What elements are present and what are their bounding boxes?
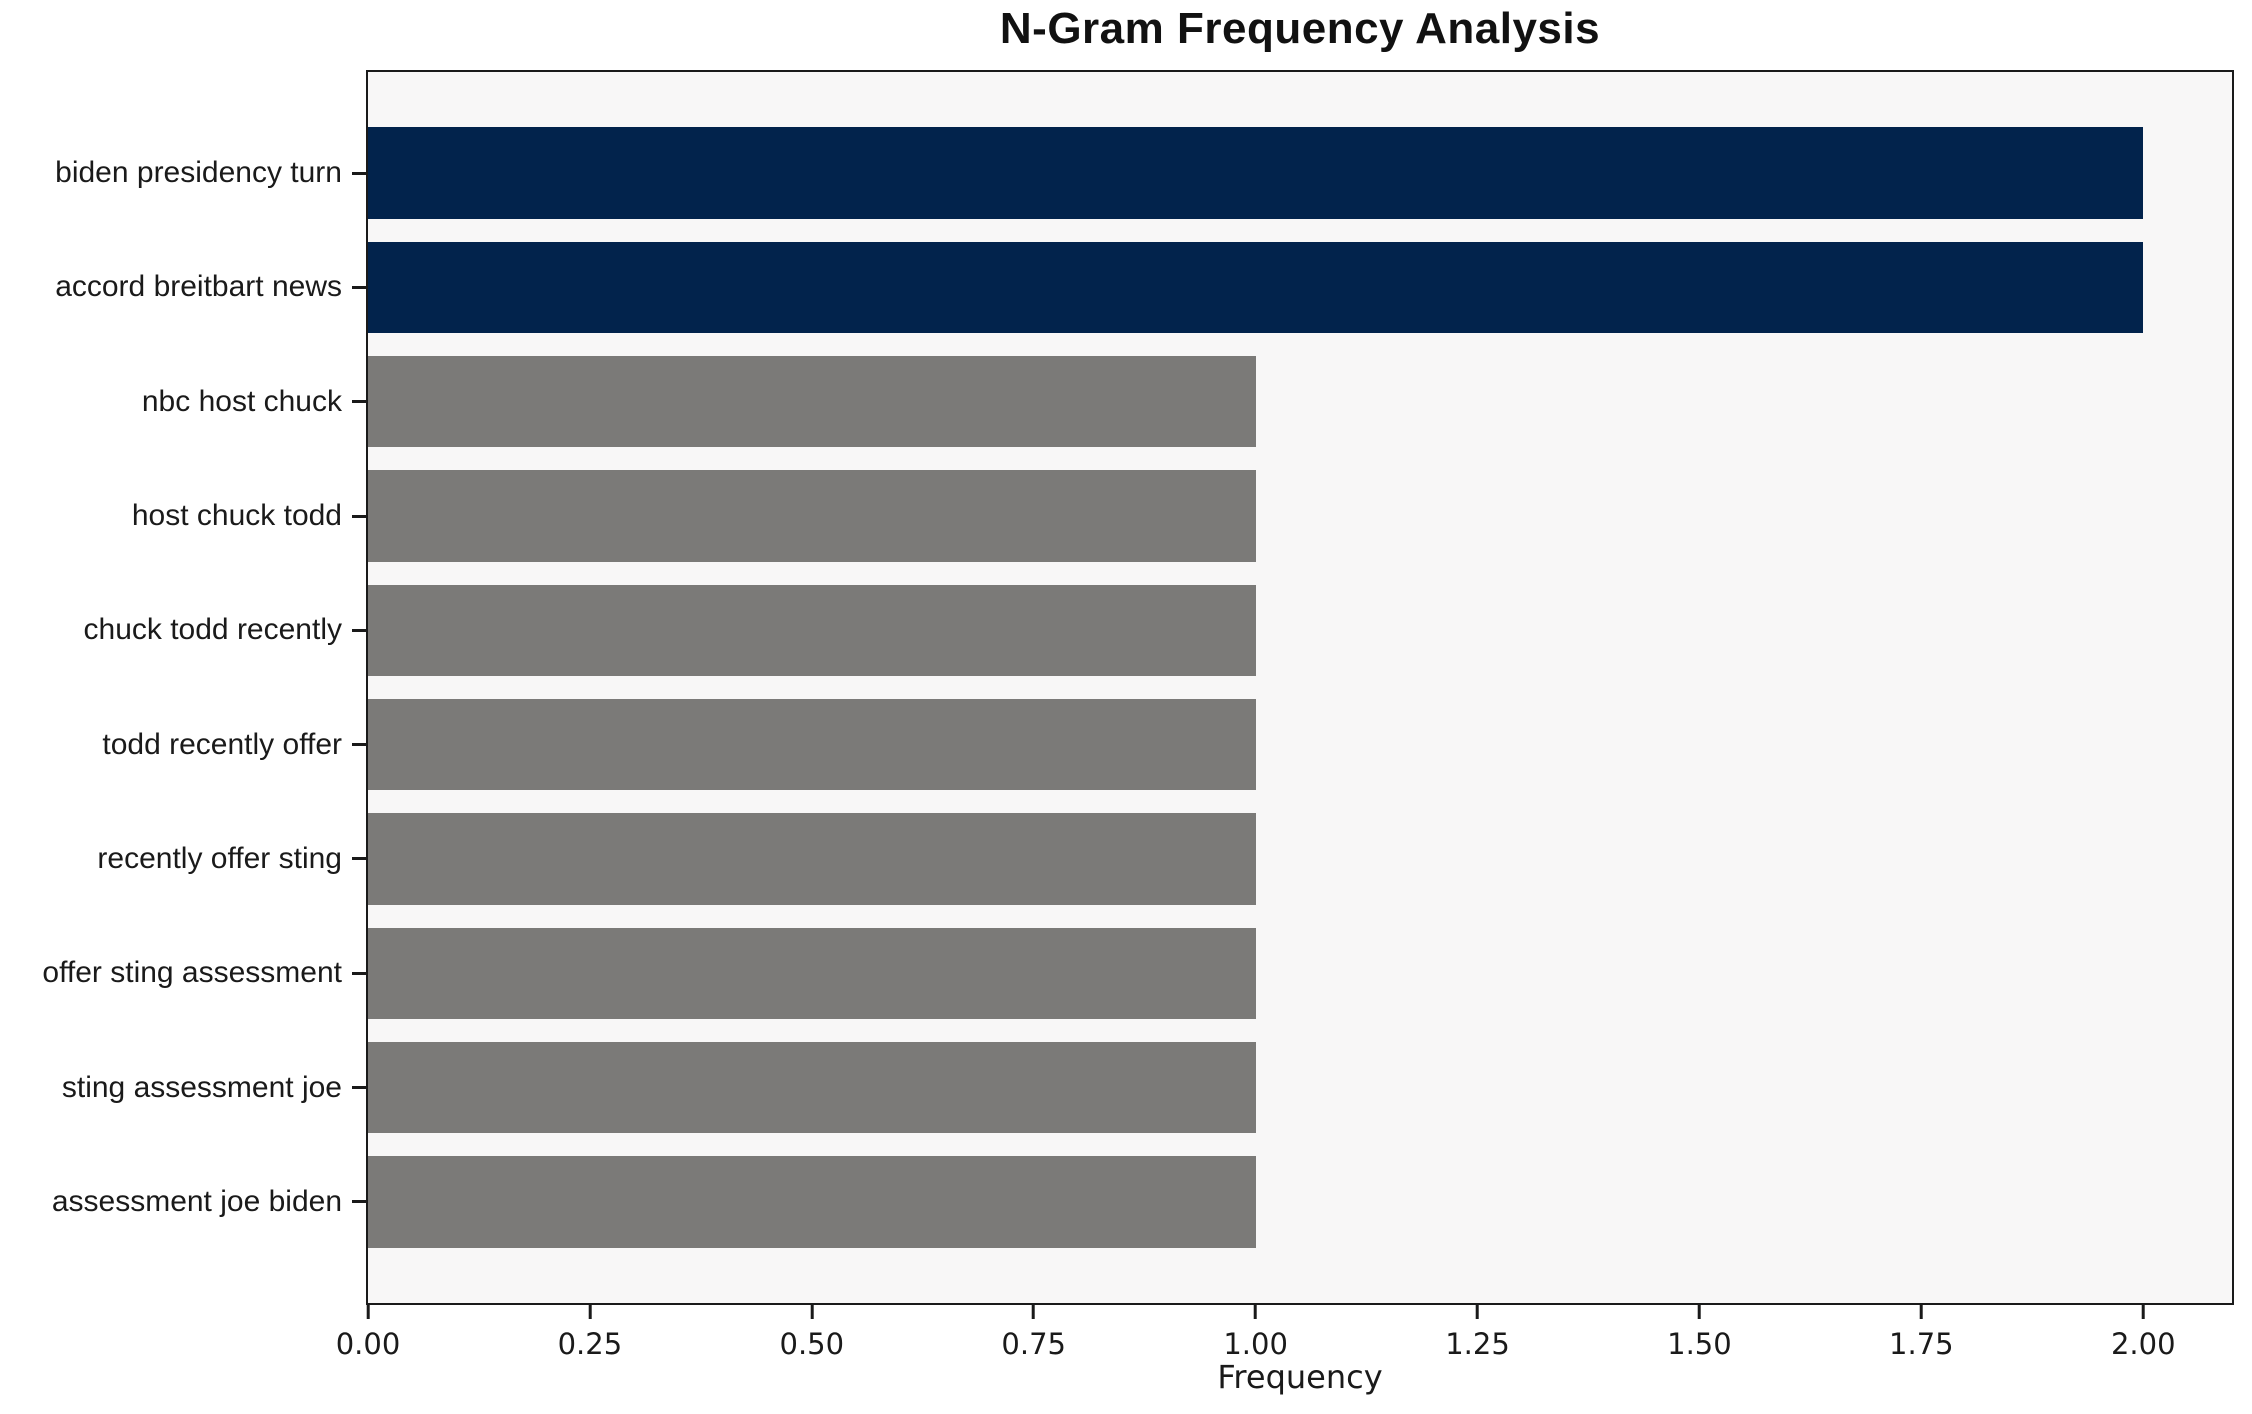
y-tick-label: accord breitbart news <box>55 270 342 304</box>
y-tick-mark <box>352 743 366 747</box>
x-tick-mark <box>1919 1305 1923 1319</box>
x-axis-label: Frequency <box>1217 1358 1383 1396</box>
y-tick-label: offer sting assessment <box>42 956 342 990</box>
bar-row <box>368 573 2232 687</box>
bars-container <box>368 72 2232 1303</box>
y-tick-mark <box>352 514 366 518</box>
y-tick: biden presidency turn <box>0 116 366 230</box>
y-tick-mark <box>352 857 366 861</box>
y-tick-label: recently offer sting <box>97 841 342 875</box>
y-tick-mark <box>352 285 366 289</box>
x-tick-label: 0.25 <box>557 1327 623 1361</box>
x-tick: 1.25 <box>1445 1305 1510 1361</box>
bar <box>368 927 1256 1019</box>
y-tick-label: biden presidency turn <box>55 156 342 190</box>
x-tick-label: 1.50 <box>1667 1327 1732 1361</box>
y-axis: biden presidency turn accord breitbart ne… <box>0 72 366 1303</box>
y-tick: todd recently offer <box>0 687 366 801</box>
y-tick-mark <box>352 400 366 404</box>
bar-row <box>368 916 2232 1030</box>
x-tick: 1.50 <box>1667 1305 1732 1361</box>
y-tick: host chuck todd <box>0 459 366 573</box>
bar <box>368 1041 1256 1134</box>
y-tick: nbc host chuck <box>0 345 366 459</box>
y-tick-mark <box>352 1086 366 1090</box>
y-tick-mark <box>352 628 366 632</box>
bar <box>368 813 1256 905</box>
x-tick-mark <box>1476 1305 1480 1319</box>
x-tick: 1.00 <box>1223 1305 1288 1361</box>
bar <box>368 127 2144 219</box>
x-tick: 0.25 <box>557 1305 623 1361</box>
plot-area <box>366 70 2234 1305</box>
y-tick: recently offer sting <box>0 802 366 916</box>
bar-row <box>368 459 2232 573</box>
bar-row <box>368 1030 2232 1144</box>
bar <box>368 470 1256 562</box>
bar-row <box>368 116 2232 230</box>
x-tick-label: 0.75 <box>1001 1327 1066 1361</box>
x-tick-mark <box>1254 1305 1258 1319</box>
y-tick-label: sting assessment joe <box>61 1070 342 1104</box>
y-tick: chuck todd recently <box>0 573 366 687</box>
x-tick-label: 1.00 <box>1223 1327 1288 1361</box>
chart-title: N-Gram Frequency Analysis <box>999 4 1601 53</box>
bar <box>368 1156 1256 1248</box>
y-tick-label: todd recently offer <box>102 727 342 761</box>
x-tick-label: 0.50 <box>779 1327 845 1361</box>
bar-row <box>368 345 2232 459</box>
y-tick-label: host chuck todd <box>131 499 342 533</box>
x-tick: 0.75 <box>1001 1305 1066 1361</box>
x-tick-mark <box>2141 1305 2145 1319</box>
x-tick-label: 0.00 <box>335 1327 401 1361</box>
y-tick: accord breitbart news <box>0 230 366 344</box>
bar-row <box>368 1145 2232 1259</box>
x-tick-label: 2.00 <box>2110 1327 2176 1361</box>
bar <box>368 698 1256 791</box>
y-tick: offer sting assessment <box>0 916 366 1030</box>
x-tick-mark <box>588 1305 592 1319</box>
x-tick: 0.50 <box>779 1305 845 1361</box>
y-tick: sting assessment joe <box>0 1030 366 1144</box>
x-tick-mark <box>810 1305 814 1319</box>
x-tick-label: 1.75 <box>1889 1327 1954 1361</box>
y-tick: assessment joe biden <box>0 1145 366 1259</box>
y-tick-label: nbc host chuck <box>141 384 342 418</box>
x-tick: 1.75 <box>1889 1305 1954 1361</box>
bar-row <box>368 802 2232 916</box>
bar <box>368 241 2144 334</box>
x-tick: 2.00 <box>2111 1305 2176 1361</box>
x-tick: 0.00 <box>335 1305 401 1361</box>
x-tick-mark <box>1032 1305 1036 1319</box>
y-tick-mark <box>352 1200 366 1204</box>
y-tick-mark <box>352 971 366 975</box>
y-tick-label: chuck todd recently <box>83 613 342 647</box>
bar-row <box>368 687 2232 801</box>
bar <box>368 584 1256 677</box>
y-tick-label: assessment joe biden <box>51 1184 342 1218</box>
x-tick-mark <box>366 1305 370 1319</box>
bar-row <box>368 230 2232 344</box>
y-tick-mark <box>352 171 366 175</box>
x-tick-label: 1.25 <box>1445 1327 1510 1361</box>
x-tick-mark <box>1697 1305 1701 1319</box>
bar <box>368 356 1256 448</box>
